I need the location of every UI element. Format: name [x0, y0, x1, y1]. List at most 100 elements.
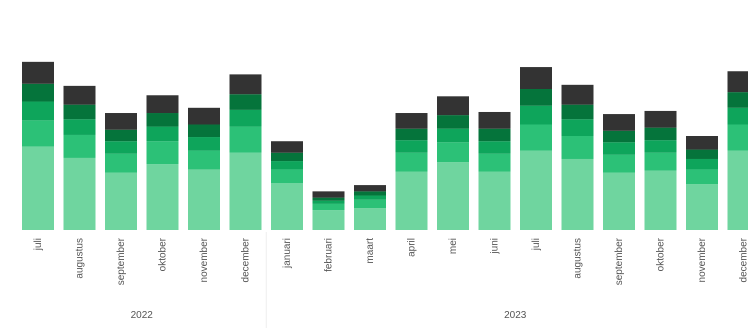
x-tick-label: augustus [75, 238, 86, 279]
bar-segment [644, 152, 677, 171]
bar-segment [146, 95, 179, 114]
bar-segment [105, 113, 137, 130]
bar-segment [520, 124, 552, 151]
bar-segment [437, 96, 469, 116]
bar-segment [644, 140, 677, 153]
x-tick-label: mei [448, 238, 459, 254]
bar-segment [561, 136, 594, 159]
bar-segment [727, 92, 748, 108]
bar-segment [354, 199, 386, 209]
year-group-label: 2023 [504, 310, 527, 321]
bar-segment [229, 74, 262, 95]
bar-segment [520, 150, 552, 230]
bar-segment [146, 164, 179, 230]
bar-segment [603, 142, 635, 155]
bar-segment [644, 110, 677, 128]
bar-segment [354, 185, 386, 192]
bar-segment [105, 129, 137, 142]
bar-segment [395, 113, 428, 129]
bar-segment [188, 137, 220, 151]
bar-segment [437, 128, 469, 143]
year-group-label: 2022 [131, 310, 154, 321]
bar-segment [603, 154, 635, 173]
bar-segment [686, 184, 718, 230]
x-tick-label: juli [33, 238, 44, 251]
x-tick-label: maart [365, 238, 376, 264]
bar-segment [644, 170, 677, 230]
bar-segment [437, 115, 469, 129]
bar-segment [478, 153, 511, 172]
bar-segment [229, 94, 262, 110]
x-tick-label: februari [324, 238, 335, 272]
bar-segment [271, 141, 303, 153]
bar-segment [312, 210, 345, 230]
bar-segment [105, 153, 137, 173]
x-tick-label: april [407, 238, 418, 257]
bar-segment [188, 124, 220, 138]
bar-segment [478, 141, 511, 154]
bar-segment [146, 126, 179, 142]
bar-segment [686, 149, 718, 159]
bar-segment [727, 107, 748, 125]
x-tick-label: september [614, 237, 625, 285]
bar-segment [354, 195, 386, 200]
bar-segment [727, 71, 748, 93]
x-tick-label: november [199, 237, 210, 282]
bar-segment [395, 140, 428, 153]
bar-segment [520, 105, 552, 125]
bar-segment [312, 200, 345, 204]
bar-segment [561, 158, 594, 230]
bar-segment [395, 171, 428, 230]
bar-segment [22, 61, 54, 84]
bar-segment [312, 203, 345, 211]
bar-segment [271, 161, 303, 170]
bar-segment [271, 183, 303, 230]
bar-segment [727, 150, 748, 230]
bar-segment [146, 141, 179, 165]
bar-segment [229, 152, 262, 230]
x-tick-label: november [697, 237, 708, 282]
bar-segment [520, 67, 552, 89]
bar-segment [22, 83, 54, 102]
bar-segment [146, 113, 179, 127]
bar-segment [644, 127, 677, 141]
bar-segment [22, 120, 54, 147]
bar-segment [437, 142, 469, 163]
bar-segment [603, 172, 635, 230]
x-tick-label: december [241, 237, 252, 282]
bar-segment [63, 104, 96, 120]
bar-segment [63, 119, 96, 135]
bar-segment [395, 152, 428, 172]
bar-segment [478, 111, 511, 129]
bar-segment [312, 191, 345, 198]
x-tick-label: augustus [573, 238, 584, 279]
bar-segment [271, 169, 303, 183]
bar-segment [105, 172, 137, 230]
bar-segment [603, 114, 635, 131]
bar-segment [354, 208, 386, 230]
bar-segment [63, 134, 96, 158]
bar-segment [727, 124, 748, 151]
bar-segment [561, 119, 594, 136]
bar-segment [603, 130, 635, 143]
bar-segment [354, 191, 386, 196]
bar-segment [520, 89, 552, 106]
bar-segment [686, 136, 718, 150]
bar-segment [561, 84, 594, 105]
x-tick-label: december [739, 237, 748, 282]
bar-segment [686, 169, 718, 185]
bar-segment [229, 126, 262, 153]
x-tick-label: juni [490, 238, 501, 255]
bar-segment [395, 128, 428, 141]
bar-segment [63, 85, 96, 105]
bar-segment [312, 197, 345, 201]
x-tick-label: oktober [656, 237, 667, 271]
bar-segment [22, 101, 54, 121]
bar-segment [478, 171, 511, 230]
bar-segment [561, 104, 594, 120]
x-tick-label: juli [531, 238, 542, 251]
bar-segment [478, 128, 511, 142]
bar-segment [229, 109, 262, 127]
